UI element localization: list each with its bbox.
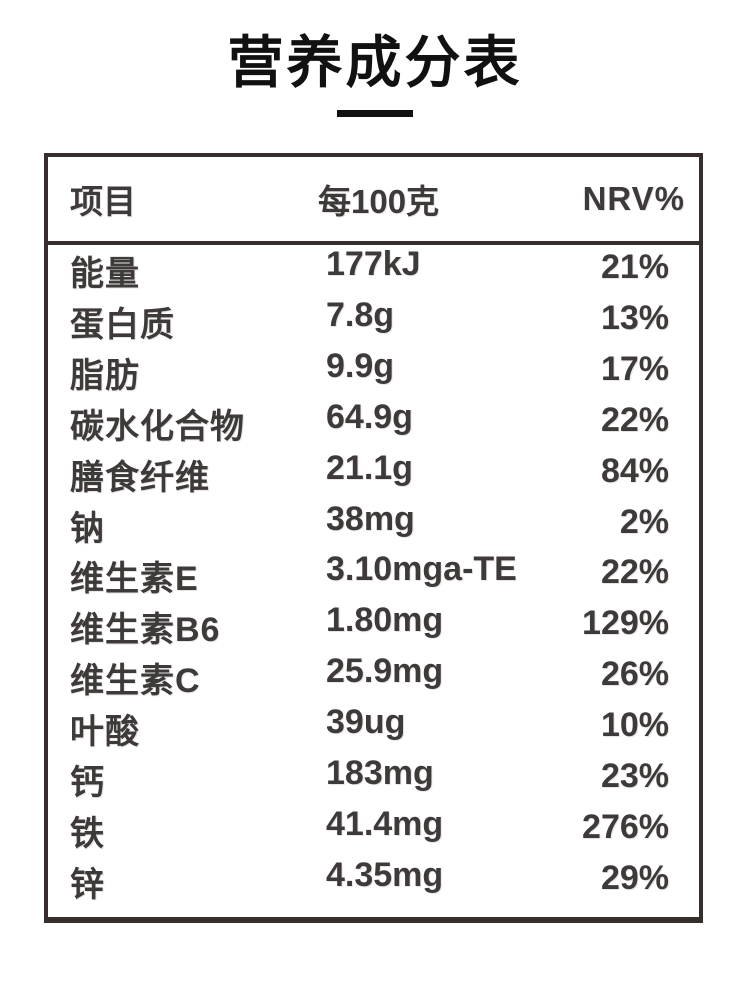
header-nrv: NRV% bbox=[582, 180, 685, 217]
table-body: 能量 177kJ 21% 蛋白质 7.8g 13% 脂肪 9.9g 17% 碳水… bbox=[48, 245, 699, 917]
row-nrv: 22% bbox=[600, 400, 669, 439]
table-row-iron: 铁 41.4mg 276% bbox=[48, 805, 699, 856]
row-item-label: 碳水化合物 bbox=[70, 407, 245, 446]
header-per100g: 每100克 bbox=[318, 183, 440, 220]
row-value: 9.9g bbox=[326, 346, 395, 385]
row-item-label: 维生素C bbox=[70, 662, 201, 701]
row-nrv: 17% bbox=[600, 349, 669, 388]
row-item-label: 能量 bbox=[70, 254, 140, 293]
table-row-vitamin-b6: 维生素B6 1.80mg 129% bbox=[48, 601, 699, 652]
title-underline-bar bbox=[337, 110, 413, 117]
row-item-label: 钙 bbox=[70, 764, 105, 803]
row-item-label: 锌 bbox=[70, 866, 105, 905]
row-nrv: 23% bbox=[600, 757, 669, 796]
table-row-vitamin-e: 维生素E 3.10mga-TE 22% bbox=[48, 550, 699, 602]
row-value: 41.4mg bbox=[326, 805, 444, 844]
row-nrv: 13% bbox=[600, 298, 669, 337]
row-value: 1.80mg bbox=[326, 601, 444, 640]
row-value: 39ug bbox=[326, 703, 406, 742]
row-nrv: 21% bbox=[600, 247, 669, 286]
nutrition-table: 项目 每100克 NRV% 能量 177kJ 21% 蛋白质 7.8g 13% … bbox=[44, 153, 703, 923]
row-nrv: 29% bbox=[600, 859, 669, 898]
table-row-vitamin-c: 维生素C 25.9mg 26% bbox=[48, 652, 699, 703]
row-nrv: 26% bbox=[600, 655, 669, 694]
row-value: 38mg bbox=[326, 499, 415, 538]
table-row-energy: 能量 177kJ 21% bbox=[48, 245, 699, 296]
row-item-label: 膳食纤维 bbox=[70, 458, 210, 497]
table-row-zinc: 锌 4.35mg 29% bbox=[48, 856, 699, 907]
row-item-label: 铁 bbox=[70, 815, 105, 854]
row-item-label: 维生素B6 bbox=[70, 611, 221, 650]
row-value: 7.8g bbox=[326, 295, 395, 334]
row-nrv: 2% bbox=[619, 502, 669, 541]
row-value: 183mg bbox=[326, 754, 434, 793]
header-item: 项目 bbox=[70, 183, 136, 220]
row-value: 177kJ bbox=[326, 244, 421, 283]
table-row-protein: 蛋白质 7.8g 13% bbox=[48, 296, 699, 347]
row-nrv: 276% bbox=[582, 808, 669, 847]
table-row-dietary-fiber: 膳食纤维 21.1g 84% bbox=[48, 449, 699, 500]
row-nrv: 84% bbox=[600, 451, 669, 490]
row-nrv: 22% bbox=[600, 553, 669, 592]
row-value: 64.9g bbox=[326, 397, 413, 436]
row-value: 4.35mg bbox=[326, 856, 444, 895]
row-nrv: 129% bbox=[582, 604, 669, 643]
row-item-label: 脂肪 bbox=[70, 356, 140, 395]
row-item-label: 钠 bbox=[70, 509, 105, 548]
page-title: 营养成分表 bbox=[227, 33, 523, 95]
table-row-carbohydrate: 碳水化合物 64.9g 22% bbox=[48, 398, 699, 449]
table-header-row: 项目 每100克 NRV% bbox=[48, 157, 699, 245]
table-row-fat: 脂肪 9.9g 17% bbox=[48, 347, 699, 398]
table-row-folic-acid: 叶酸 39ug 10% bbox=[48, 703, 699, 754]
row-item-label: 维生素E bbox=[70, 560, 199, 599]
row-value: 25.9mg bbox=[326, 652, 444, 691]
row-nrv: 10% bbox=[600, 706, 669, 745]
row-value: 21.1g bbox=[326, 448, 413, 487]
row-item-label: 叶酸 bbox=[70, 713, 140, 752]
row-value: 3.10mga-TE bbox=[326, 550, 517, 589]
table-row-sodium: 钠 38mg 2% bbox=[48, 500, 699, 551]
table-row-calcium: 钙 183mg 23% bbox=[48, 754, 699, 805]
row-item-label: 蛋白质 bbox=[70, 305, 175, 344]
